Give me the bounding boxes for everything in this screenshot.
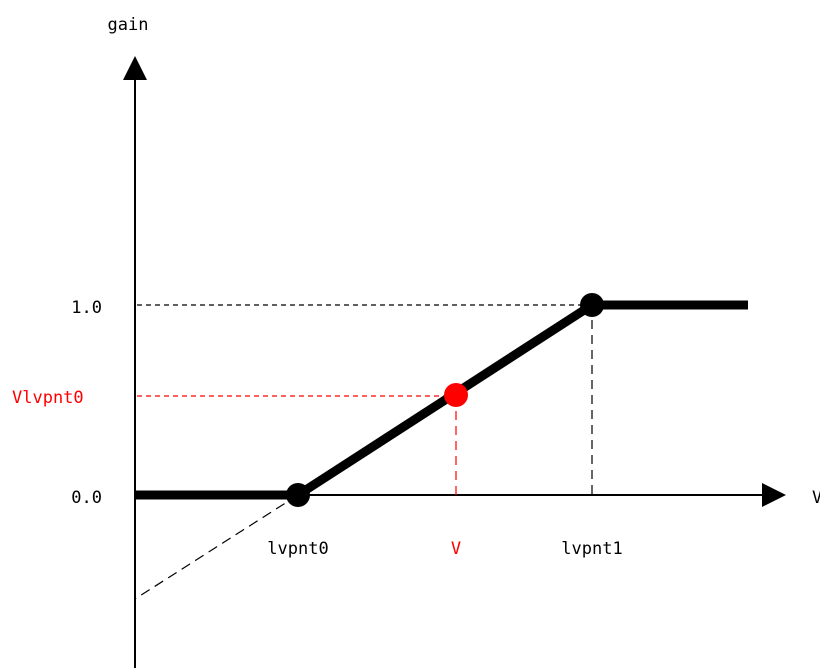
v-point	[444, 383, 468, 407]
x-axis-arrow-icon	[762, 483, 786, 507]
lvpnt1-point	[580, 293, 604, 317]
y-tick-zero-label: 0.0	[71, 488, 102, 508]
axes	[123, 56, 786, 668]
y-axis-arrow-icon	[123, 56, 147, 80]
highlight-guide-lines	[137, 395, 457, 495]
extrapolation-dashed-line	[134, 494, 299, 600]
lvpnt0-label: lvpnt0	[267, 539, 328, 559]
x-axis-label: V	[812, 488, 820, 508]
y-tick-one-label: 1.0	[71, 298, 102, 318]
v-label: V	[451, 539, 461, 559]
gain-curve	[135, 300, 748, 500]
guide-lines	[134, 304, 593, 600]
vlvpnt0-label: Vlvpnt0	[12, 388, 84, 408]
lvpnt1-label: lvpnt1	[561, 539, 622, 559]
lvpnt0-point	[286, 483, 310, 507]
y-axis-label: gain	[108, 15, 149, 35]
